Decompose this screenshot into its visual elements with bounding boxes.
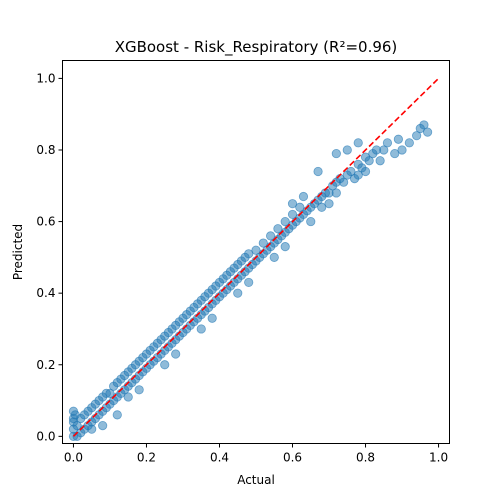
y-tick-label: 0.6 (36, 215, 55, 229)
reference-line (72, 77, 440, 437)
data-point (112, 410, 122, 420)
x-tick-label: 0.4 (210, 451, 229, 465)
x-tick-label: 0.8 (356, 451, 375, 465)
data-point (353, 170, 363, 180)
data-point (244, 249, 254, 259)
data-point (269, 252, 279, 262)
data-point (87, 424, 97, 434)
data-point (419, 120, 429, 130)
data-point (295, 202, 305, 212)
data-point (331, 188, 341, 198)
data-point (244, 277, 254, 288)
data-point (306, 216, 316, 227)
data-point (379, 145, 389, 155)
y-tick-label: 0.2 (36, 358, 55, 372)
data-point (397, 145, 407, 155)
x-tick-label: 0.6 (283, 451, 302, 465)
data-point (317, 202, 327, 212)
data-point (207, 313, 217, 323)
data-point (412, 131, 422, 141)
data-point (331, 148, 341, 159)
data-point (72, 421, 82, 431)
y-axis: 0.0 0.2 0.4 0.6 0.8 1.0 (36, 71, 63, 443)
chart-title: XGBoost - Risk_Respiratory (R²=0.96) (115, 38, 398, 57)
data-point (233, 288, 243, 298)
y-tick-label: 0.4 (36, 286, 55, 300)
data-point (196, 324, 206, 334)
data-point (324, 199, 334, 209)
data-point (123, 392, 133, 402)
data-point (160, 360, 170, 370)
data-point (134, 385, 144, 395)
data-point (313, 166, 323, 177)
data-point (342, 145, 352, 155)
data-point (287, 199, 298, 209)
x-axis: 0.0 0.2 0.4 0.6 0.8 1.0 (64, 443, 448, 465)
data-point (346, 166, 356, 177)
data-point (280, 216, 290, 227)
y-axis-label: Predicted (11, 224, 25, 280)
data-point (360, 166, 371, 177)
data-point (339, 177, 349, 187)
x-tick-label: 0.0 (64, 451, 83, 465)
data-point (422, 127, 433, 137)
data-point (98, 421, 108, 431)
plot-frame (62, 60, 450, 444)
data-point (364, 156, 374, 166)
data-point (280, 242, 290, 252)
data-point (258, 238, 268, 248)
data-point (266, 231, 276, 241)
data-point (353, 138, 363, 148)
data-point (393, 134, 403, 144)
y-tick-label: 1.0 (36, 71, 55, 85)
y-tick-label: 0.8 (36, 143, 55, 157)
x-tick-label: 1.0 (429, 451, 448, 465)
data-point (171, 349, 181, 359)
data-point (287, 209, 298, 220)
data-point (251, 245, 261, 255)
data-point (273, 224, 283, 234)
y-tick-label: 0.0 (36, 429, 55, 443)
points-layer (68, 120, 433, 441)
x-axis-label: Actual (237, 473, 275, 487)
data-point (105, 388, 115, 398)
data-point (382, 138, 393, 148)
data-point (298, 191, 309, 202)
data-point (390, 148, 400, 159)
data-point (68, 406, 79, 416)
x-tick-label: 0.2 (137, 451, 156, 465)
data-point (375, 156, 385, 166)
data-point (404, 138, 414, 148)
reference-line-layer (72, 77, 440, 437)
